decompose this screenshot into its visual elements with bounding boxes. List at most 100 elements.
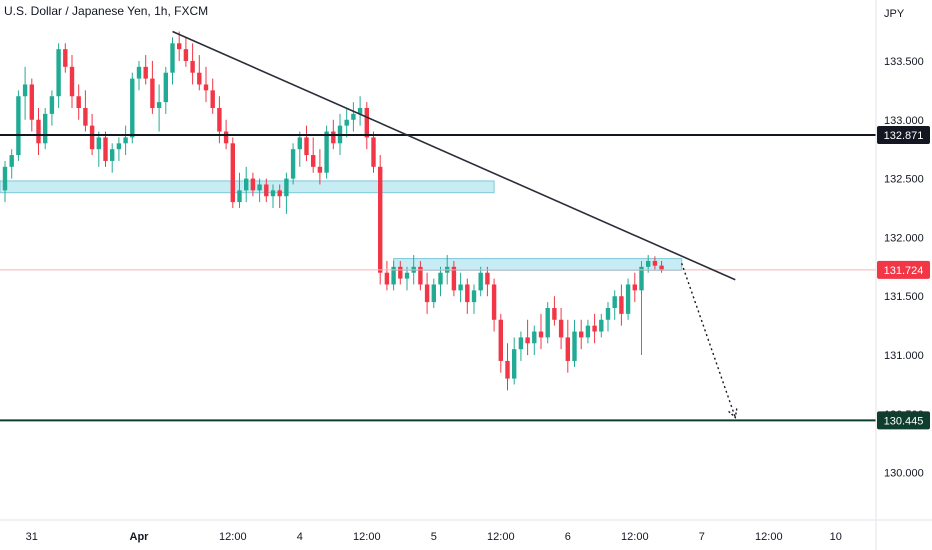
candle[interactable]	[156, 84, 162, 132]
candle[interactable]	[170, 37, 175, 85]
candle[interactable]	[36, 108, 41, 156]
candle[interactable]	[197, 55, 202, 91]
candle[interactable]	[110, 143, 115, 173]
candle[interactable]	[130, 72, 135, 144]
candle[interactable]	[177, 31, 182, 61]
candle[interactable]	[56, 43, 61, 108]
candle[interactable]	[498, 313, 503, 373]
candle[interactable]	[230, 137, 235, 208]
candle[interactable]	[63, 43, 68, 73]
candle[interactable]	[398, 260, 403, 285]
candle[interactable]	[418, 260, 423, 291]
candle[interactable]	[364, 102, 369, 150]
candle[interactable]	[83, 90, 88, 132]
candle[interactable]	[592, 313, 597, 344]
candle[interactable]	[16, 90, 21, 161]
candle[interactable]	[190, 43, 195, 85]
candle[interactable]	[277, 184, 282, 208]
candle[interactable]	[136, 60, 142, 91]
candle[interactable]	[599, 313, 604, 338]
candle[interactable]	[565, 319, 570, 373]
candle[interactable]	[123, 125, 128, 156]
candle[interactable]	[458, 272, 463, 303]
candle[interactable]	[659, 260, 664, 273]
candle[interactable]	[96, 131, 101, 167]
candle[interactable]	[505, 343, 510, 391]
candle[interactable]	[203, 66, 209, 103]
candle[interactable]	[217, 96, 222, 144]
candle[interactable]	[545, 302, 550, 344]
candle[interactable]	[518, 331, 524, 361]
candle-body	[190, 60, 195, 73]
candle[interactable]	[391, 260, 396, 291]
candle[interactable]	[579, 319, 584, 350]
candle[interactable]	[465, 278, 470, 314]
candle[interactable]	[652, 256, 658, 271]
candle[interactable]	[43, 108, 48, 150]
candle[interactable]	[22, 66, 28, 120]
candle[interactable]	[471, 284, 477, 314]
candle[interactable]	[150, 60, 155, 114]
candle[interactable]	[639, 260, 644, 356]
candle-body	[518, 337, 524, 350]
candle[interactable]	[244, 166, 249, 203]
candle[interactable]	[558, 308, 564, 350]
candle[interactable]	[69, 55, 75, 108]
trendline[interactable]	[172, 30, 736, 281]
candle[interactable]	[183, 37, 189, 67]
candle[interactable]	[250, 172, 256, 197]
candle[interactable]	[525, 319, 530, 356]
candle[interactable]	[538, 313, 544, 350]
candle[interactable]	[2, 160, 8, 203]
candle[interactable]	[605, 302, 611, 332]
candle[interactable]	[324, 125, 329, 179]
candle[interactable]	[612, 290, 617, 320]
candle[interactable]	[357, 96, 363, 126]
projection-arrow[interactable]	[681, 263, 736, 418]
candle[interactable]	[29, 78, 34, 132]
candle[interactable]	[371, 131, 376, 173]
candle[interactable]	[438, 266, 443, 297]
candle[interactable]	[478, 266, 483, 297]
candle[interactable]	[317, 149, 323, 185]
candle[interactable]	[632, 272, 637, 303]
time-tick-label: 4	[297, 531, 303, 543]
candle[interactable]	[76, 84, 81, 120]
candle[interactable]	[9, 149, 14, 179]
candle[interactable]	[451, 260, 457, 297]
candle[interactable]	[311, 137, 316, 173]
candle[interactable]	[143, 55, 148, 85]
candle[interactable]	[424, 272, 430, 314]
candle[interactable]	[237, 172, 242, 208]
candle[interactable]	[284, 172, 289, 214]
candle[interactable]	[103, 131, 108, 167]
candle[interactable]	[625, 278, 631, 320]
candle[interactable]	[210, 78, 215, 114]
candle[interactable]	[290, 143, 296, 185]
candle[interactable]	[512, 337, 517, 385]
candle[interactable]	[116, 137, 122, 161]
candle[interactable]	[431, 278, 436, 308]
candle[interactable]	[297, 131, 302, 167]
candle[interactable]	[257, 178, 262, 203]
candle[interactable]	[404, 266, 410, 291]
zone-rect[interactable]	[393, 258, 683, 271]
candle[interactable]	[270, 184, 276, 208]
candle[interactable]	[49, 90, 55, 126]
price-tick-label: 133.000	[884, 115, 924, 127]
candle[interactable]	[304, 125, 309, 161]
candle[interactable]	[619, 284, 624, 326]
candle[interactable]	[378, 155, 383, 285]
candle[interactable]	[491, 278, 497, 332]
candle[interactable]	[344, 108, 349, 138]
candle[interactable]	[351, 102, 356, 132]
candle[interactable]	[384, 260, 390, 291]
candle[interactable]	[552, 296, 557, 326]
candle[interactable]	[585, 319, 591, 344]
candle[interactable]	[163, 66, 168, 114]
candle[interactable]	[264, 178, 269, 203]
candle[interactable]	[485, 266, 490, 297]
candle[interactable]	[572, 319, 577, 367]
candle[interactable]	[532, 325, 537, 356]
